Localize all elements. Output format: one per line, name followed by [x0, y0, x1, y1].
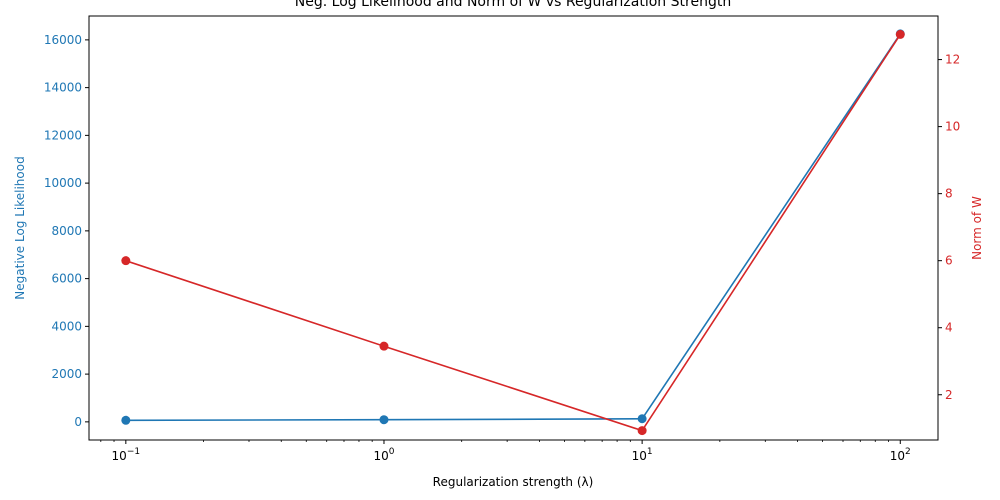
y-left-tick-label: 0 — [74, 415, 82, 429]
series-left-point — [379, 415, 389, 425]
chart-title: Neg. Log Likelihood and Norm of W vs Reg… — [295, 0, 731, 10]
y-left-tick-label: 12000 — [44, 128, 82, 142]
y-right-tick-label: 4 — [945, 321, 953, 335]
y-left-tick-label: 2000 — [51, 367, 82, 381]
series-right-point — [121, 256, 131, 266]
series-left-point — [121, 415, 131, 425]
y-axis-right-label: Norm of W — [970, 196, 984, 260]
series-right-point — [379, 341, 389, 351]
x-axis-label: Regularization strength (λ) — [433, 475, 594, 489]
y-right-tick-label: 6 — [945, 254, 953, 268]
series-right-point — [637, 426, 647, 436]
y-right-tick-label: 8 — [945, 187, 953, 201]
series-right-line — [125, 33, 901, 432]
y-left-tick-label: 6000 — [51, 272, 82, 286]
y-left-tick-label: 8000 — [51, 224, 82, 238]
series-right-point — [895, 29, 905, 39]
x-tick-label: 101 — [632, 447, 653, 463]
y-left-tick-label: 4000 — [51, 319, 82, 333]
axes: 10−1 100 101 102020004000600080001000012000… — [44, 15, 960, 463]
y-axis-left-label: Negative Log Likelihood — [13, 156, 27, 299]
y-left-tick-label: 16000 — [44, 33, 82, 47]
y-right-tick-label: 10 — [945, 120, 960, 134]
x-tick-label: 10−1 — [112, 447, 141, 463]
plot-area — [121, 29, 905, 436]
y-right-tick-label: 2 — [945, 388, 953, 402]
x-tick-label: 100 — [373, 447, 394, 463]
y-left-tick-label: 10000 — [44, 176, 82, 190]
x-tick-label: 102 — [890, 447, 911, 463]
series-left-point — [637, 414, 647, 424]
y-left-tick-label: 14000 — [44, 81, 82, 95]
y-right-tick-label: 12 — [945, 53, 960, 67]
plot-frame — [88, 15, 939, 441]
series-left-line — [125, 33, 901, 422]
